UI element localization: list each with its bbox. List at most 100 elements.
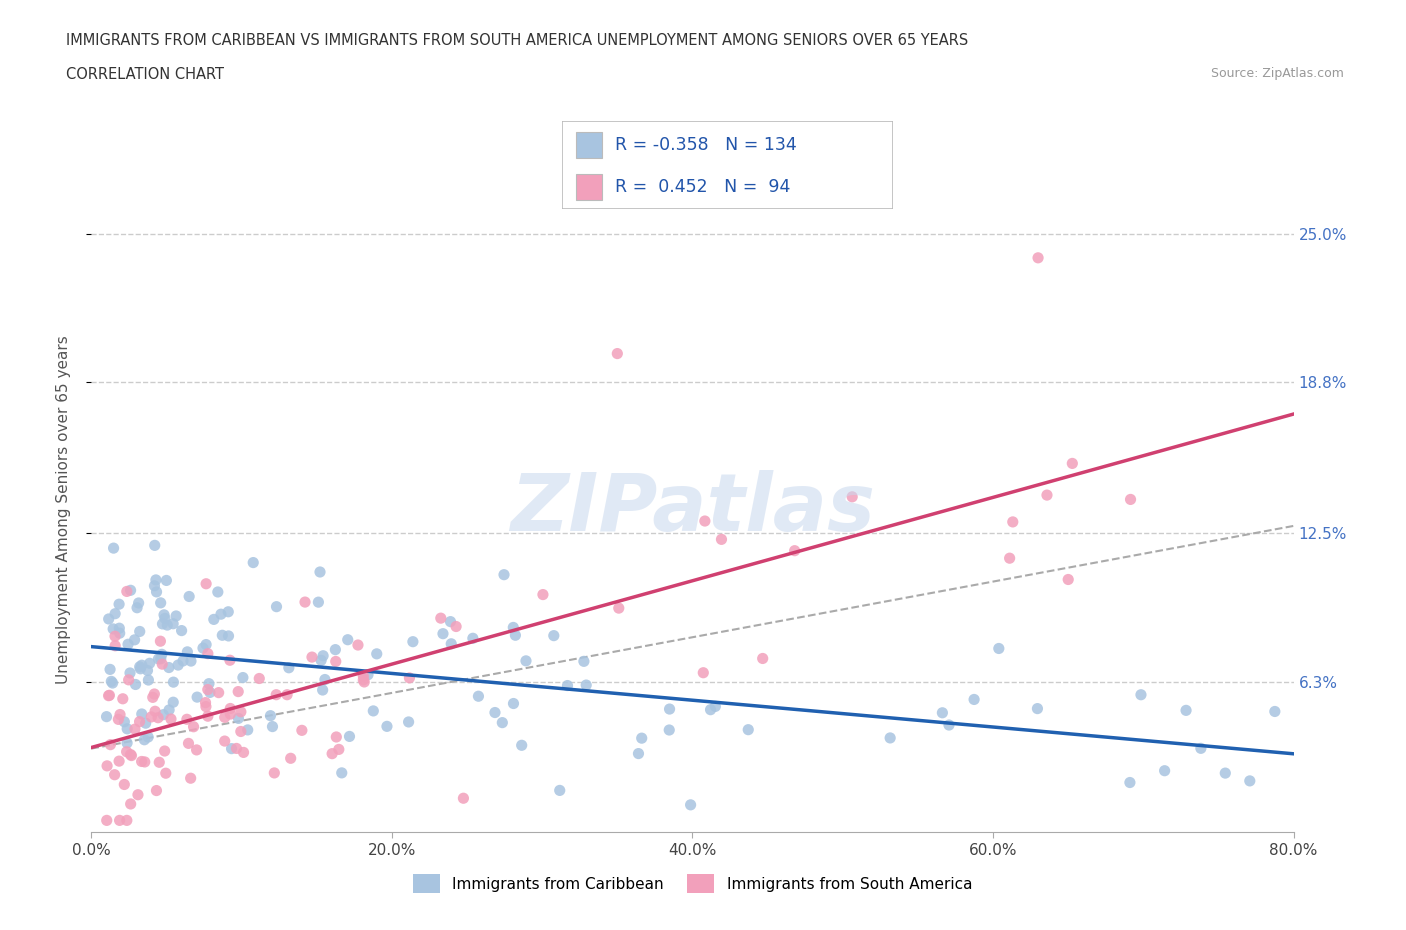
Point bbox=[328, 742, 350, 757]
Point bbox=[96, 759, 118, 774]
Point bbox=[115, 813, 138, 828]
Point bbox=[301, 650, 323, 665]
Point bbox=[100, 737, 122, 752]
Point bbox=[124, 722, 146, 737]
Point bbox=[194, 695, 217, 710]
Point bbox=[439, 614, 461, 629]
Point bbox=[96, 710, 118, 724]
Point bbox=[150, 647, 173, 662]
Point bbox=[98, 662, 121, 677]
Point bbox=[219, 707, 242, 722]
Point bbox=[841, 489, 863, 504]
Point bbox=[143, 538, 166, 552]
Point bbox=[155, 765, 177, 780]
Point bbox=[214, 710, 236, 724]
Point bbox=[202, 612, 225, 627]
Point bbox=[321, 746, 343, 761]
Text: R =  0.452   N =  94: R = 0.452 N = 94 bbox=[616, 179, 790, 196]
Point bbox=[314, 672, 336, 687]
Point bbox=[211, 628, 233, 643]
Point bbox=[453, 790, 475, 805]
Point bbox=[658, 723, 681, 737]
Point bbox=[195, 637, 218, 652]
Point bbox=[783, 543, 806, 558]
Point bbox=[104, 629, 127, 644]
Point bbox=[112, 714, 135, 729]
Point bbox=[103, 540, 125, 555]
Point bbox=[1057, 572, 1080, 587]
Point bbox=[398, 714, 420, 729]
Point bbox=[247, 671, 270, 686]
Point bbox=[242, 555, 264, 570]
Point bbox=[153, 607, 176, 622]
Point bbox=[963, 692, 986, 707]
Point bbox=[363, 703, 385, 718]
Point bbox=[366, 646, 388, 661]
Point bbox=[879, 730, 901, 745]
Text: ZIPatlas: ZIPatlas bbox=[510, 471, 875, 548]
Point bbox=[987, 641, 1010, 656]
Point bbox=[510, 737, 533, 752]
Point bbox=[120, 583, 142, 598]
Point bbox=[148, 755, 170, 770]
Point bbox=[107, 712, 129, 727]
Point bbox=[135, 716, 157, 731]
Point bbox=[1189, 741, 1212, 756]
Point bbox=[276, 687, 298, 702]
Point bbox=[152, 617, 174, 631]
Point bbox=[162, 674, 184, 689]
Point bbox=[115, 736, 138, 751]
Point bbox=[207, 585, 229, 600]
Point bbox=[311, 683, 333, 698]
Point bbox=[125, 600, 148, 615]
Point bbox=[172, 654, 194, 669]
Point bbox=[228, 711, 250, 725]
Legend: Immigrants from Caribbean, Immigrants from South America: Immigrants from Caribbean, Immigrants fr… bbox=[406, 869, 979, 899]
Point bbox=[108, 813, 131, 828]
Point bbox=[627, 746, 650, 761]
Point bbox=[679, 797, 702, 812]
Point bbox=[606, 346, 628, 361]
Point bbox=[153, 611, 176, 626]
Point bbox=[710, 532, 733, 547]
Point bbox=[330, 765, 353, 780]
Point bbox=[127, 788, 149, 803]
Point bbox=[150, 657, 173, 671]
Point bbox=[214, 734, 236, 749]
Point bbox=[128, 659, 150, 674]
Point bbox=[148, 652, 170, 667]
Point bbox=[931, 705, 953, 720]
Point bbox=[142, 690, 165, 705]
Point bbox=[232, 671, 254, 685]
Point bbox=[129, 661, 152, 676]
Point bbox=[96, 813, 118, 828]
Point bbox=[162, 617, 184, 631]
Point bbox=[557, 678, 579, 693]
Point bbox=[325, 654, 347, 669]
Point bbox=[115, 584, 138, 599]
Point bbox=[704, 699, 727, 714]
Point bbox=[194, 699, 217, 714]
Point bbox=[153, 744, 176, 759]
Point bbox=[225, 741, 247, 756]
Point bbox=[309, 653, 332, 668]
Text: Source: ZipAtlas.com: Source: ZipAtlas.com bbox=[1211, 67, 1344, 80]
Point bbox=[177, 736, 200, 751]
Point bbox=[398, 671, 420, 685]
Point bbox=[136, 663, 159, 678]
Point bbox=[236, 723, 259, 737]
Point bbox=[108, 707, 131, 722]
Point bbox=[111, 691, 134, 706]
Point bbox=[120, 747, 142, 762]
Point bbox=[170, 623, 193, 638]
Point bbox=[461, 631, 484, 645]
Point bbox=[97, 612, 120, 627]
Point bbox=[209, 606, 232, 621]
Point bbox=[134, 732, 156, 747]
Point bbox=[548, 783, 571, 798]
Point bbox=[180, 771, 202, 786]
Point bbox=[432, 626, 454, 641]
Point bbox=[357, 667, 380, 682]
Point bbox=[149, 633, 172, 648]
Point bbox=[325, 729, 347, 744]
